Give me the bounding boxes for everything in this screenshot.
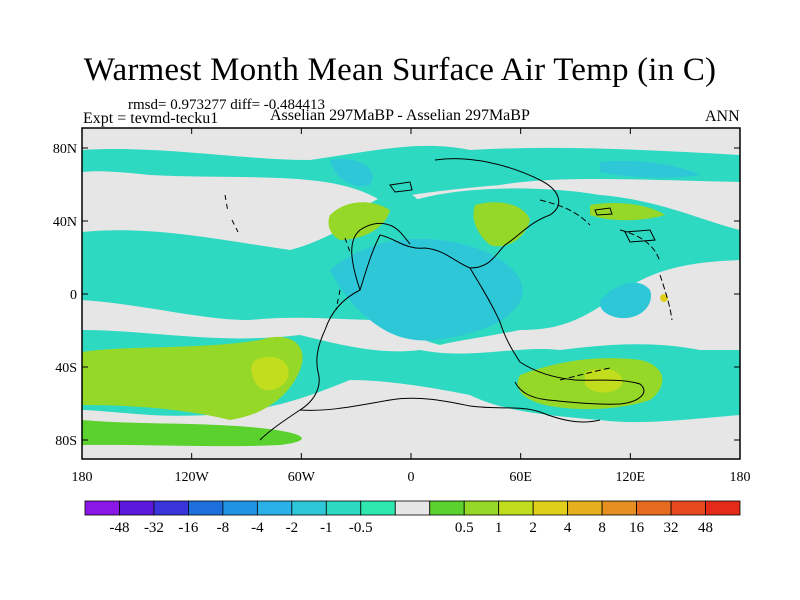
colorbar-label: 8: [598, 520, 606, 536]
anomaly-region: [599, 282, 651, 319]
anomaly-region: [82, 420, 302, 447]
anomaly-region: [473, 202, 530, 247]
colorbar-swatch: [84, 500, 120, 516]
x-tick-label: 180: [72, 470, 93, 485]
colorbar-swatch: [325, 500, 362, 516]
anomaly-region: [600, 160, 700, 178]
y-tick-label: 80S: [55, 434, 77, 449]
colorbar-label: -4: [251, 520, 264, 536]
anomaly-region: [660, 294, 668, 302]
colorbar-label: -48: [109, 520, 129, 536]
colorbar-swatch: [429, 500, 465, 516]
colorbar-label: 48: [698, 520, 713, 536]
colorbar-label: -32: [144, 520, 164, 536]
colorbar-label: 1: [495, 520, 503, 536]
stats-text: rmsd= 0.973277 diff= -0.484413: [128, 97, 326, 113]
coastline: [539, 199, 673, 381]
colorbar-swatch: [291, 500, 327, 516]
colorbar-label: -2: [286, 520, 299, 536]
colorbar-swatch: [705, 500, 741, 516]
colorbar-label: 4: [564, 520, 572, 536]
period-label: ANN: [705, 108, 740, 125]
colorbar-label: -16: [178, 520, 198, 536]
y-tick-label: 40N: [53, 215, 77, 230]
anomaly-region: [330, 238, 523, 341]
colorbar-label: -0.5: [349, 520, 373, 536]
colorbar-swatch: [119, 500, 155, 516]
colorbar-swatch: [498, 500, 534, 516]
coastline: [299, 397, 601, 423]
temperature-anomaly-field: [82, 145, 740, 447]
colorbar-swatch: [532, 500, 569, 516]
colorbar-swatch: [188, 500, 224, 516]
x-tick-label: 180: [730, 470, 751, 485]
x-tick-label: 60W: [288, 470, 316, 485]
experiment-label: Asselian 297MaBP - Asselian 297MaBP: [270, 107, 530, 124]
colorbar-label: 16: [629, 520, 645, 536]
coastline: [259, 158, 560, 441]
colorbar-swatch: [670, 500, 706, 516]
colorbar-label: -1: [320, 520, 333, 536]
colorbar-label: -8: [217, 520, 230, 536]
x-tick-label: 120E: [616, 470, 646, 485]
colorbar-swatch: [153, 500, 189, 516]
anomaly-region: [585, 368, 623, 393]
anomaly-region: [330, 159, 373, 187]
colorbar: -48 -32 -16 -8 -4 -2 -1 -0.5 0.5 1 2 4 8 16 32 48: [84, 500, 741, 536]
colorbar-swatch: [394, 500, 431, 516]
colorbar-swatch: [567, 500, 603, 516]
coastline: [351, 222, 411, 291]
expt-label: Expt = tevmd-tecku1: [83, 110, 219, 127]
anomaly-region: [251, 356, 289, 391]
colorbar-swatch: [222, 500, 258, 516]
colorbar-label: 2: [529, 520, 537, 536]
y-tick-label: 80N: [53, 142, 77, 157]
colorbar-label: 32: [664, 520, 679, 536]
chart-title: Warmest Month Mean Surface Air Temp (in …: [83, 52, 717, 88]
anomaly-region: [328, 202, 390, 240]
y-tick-label: 40S: [55, 361, 77, 376]
coastline: [389, 181, 656, 243]
axis-ticks: 180 120W 60W 0 60E 120E 180 80N 40N 0 40S 80S: [53, 128, 751, 485]
colorbar-swatch: [636, 500, 672, 516]
anomaly-region: [590, 203, 665, 221]
colorbar-swatch: [360, 500, 396, 516]
y-tick-label: 0: [70, 288, 77, 303]
anomaly-region: [82, 145, 740, 200]
x-tick-label: 120W: [175, 470, 210, 485]
x-tick-label: 60E: [509, 470, 532, 485]
anomaly-region: [82, 336, 303, 420]
map-panel: 180 120W 60W 0 60E 120E 180 80N 40N 0 40S 80S: [53, 127, 751, 485]
colorbar-swatch: [463, 500, 500, 516]
colorbar-swatch: [601, 500, 637, 516]
coastline: [469, 267, 645, 405]
x-tick-label: 0: [408, 470, 415, 485]
colorbar-label: 0.5: [455, 520, 474, 536]
colorbar-swatch: [256, 500, 293, 516]
